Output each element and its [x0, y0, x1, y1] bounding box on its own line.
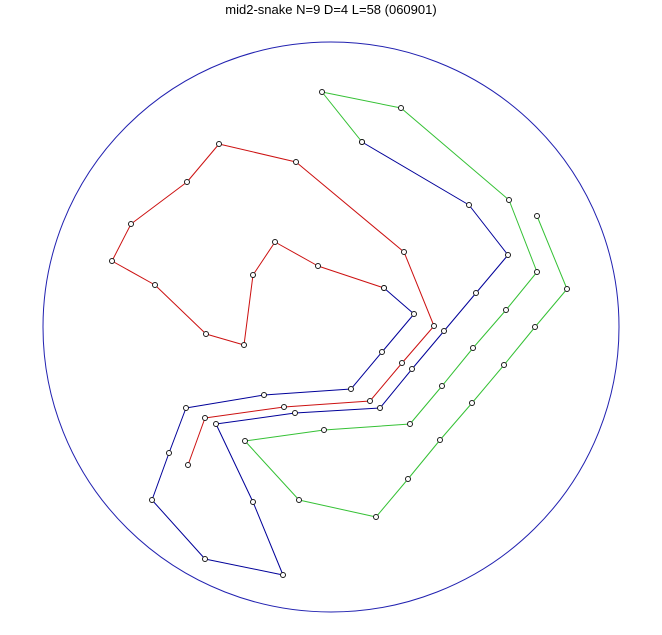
vertex-marker-blue-snake: [411, 311, 417, 317]
vertex-marker-green-snake: [506, 197, 512, 203]
vertex-marker-green-snake: [437, 437, 443, 443]
vertex-marker-blue-snake: [441, 328, 447, 334]
vertex-marker-red-snake: [293, 159, 299, 165]
vertex-marker-red-snake: [250, 272, 256, 278]
vertex-marker-blue-snake: [381, 285, 387, 291]
enclosing-circle: [42, 41, 620, 613]
vertex-marker-blue-snake: [202, 556, 208, 562]
vertex-marker-blue-snake: [250, 499, 256, 505]
vertex-marker-red-snake: [431, 323, 437, 329]
vertex-marker-green-snake: [469, 400, 475, 406]
vertex-marker-red-snake: [184, 179, 190, 185]
vertex-marker-red-snake: [241, 342, 247, 348]
vertex-marker-blue-snake: [166, 450, 172, 456]
path-blue-snake: [151, 141, 509, 576]
vertex-marker-green-snake: [439, 383, 445, 389]
vertex-marker-green-snake: [296, 497, 302, 503]
path-red-snake: [111, 143, 435, 466]
vertex-marker-red-snake: [128, 221, 134, 227]
vertex-marker-blue-snake: [348, 386, 354, 392]
vertex-marker-green-snake: [373, 514, 379, 520]
vertex-marker-green-snake: [407, 421, 413, 427]
vertex-marker-red-snake: [399, 360, 405, 366]
plot-title: mid2-snake N=9 D=4 L=58 (060901): [225, 2, 437, 17]
vertex-marker-blue-snake: [213, 421, 219, 427]
vertex-marker-red-snake: [216, 141, 222, 147]
vertex-marker-green-snake: [564, 286, 570, 292]
vertex-marker-red-snake: [281, 404, 287, 410]
vertex-marker-green-snake: [534, 269, 540, 275]
vertex-marker-green-snake: [319, 89, 325, 95]
vertex-marker-green-snake: [398, 105, 404, 111]
path-green-snake: [244, 91, 568, 518]
vertex-marker-red-snake: [367, 398, 373, 404]
vertex-marker-blue-snake: [505, 252, 511, 258]
vertex-marker-blue-snake: [379, 349, 385, 355]
vertex-marker-red-snake: [109, 258, 115, 264]
vertex-marker-blue-snake: [292, 410, 298, 416]
vertex-marker-green-snake: [532, 324, 538, 330]
vertex-marker-red-snake: [401, 249, 407, 255]
vertex-marker-blue-snake: [466, 202, 472, 208]
vertex-marker-green-snake: [534, 213, 540, 219]
vertex-marker-green-snake: [503, 307, 509, 313]
vertex-marker-blue-snake: [409, 366, 415, 372]
vertex-marker-green-snake: [359, 139, 365, 145]
vertex-marker-green-snake: [405, 476, 411, 482]
vertex-marker-blue-snake: [149, 497, 155, 503]
vertex-marker-red-snake: [203, 331, 209, 337]
vertex-marker-green-snake: [470, 345, 476, 351]
vertex-marker-green-snake: [501, 362, 507, 368]
vertex-marker-blue-snake: [280, 572, 286, 578]
vertex-marker-green-snake: [242, 438, 248, 444]
vertex-marker-blue-snake: [183, 405, 189, 411]
vertex-marker-blue-snake: [473, 290, 479, 296]
vertex-marker-blue-snake: [377, 405, 383, 411]
vertex-marker-blue-snake: [261, 392, 267, 398]
vertex-marker-red-snake: [202, 415, 208, 421]
vertex-marker-green-snake: [321, 427, 327, 433]
vertex-marker-red-snake: [315, 263, 321, 269]
vertex-marker-red-snake: [272, 239, 278, 245]
vertex-marker-red-snake: [152, 282, 158, 288]
vertex-marker-red-snake: [185, 462, 191, 468]
